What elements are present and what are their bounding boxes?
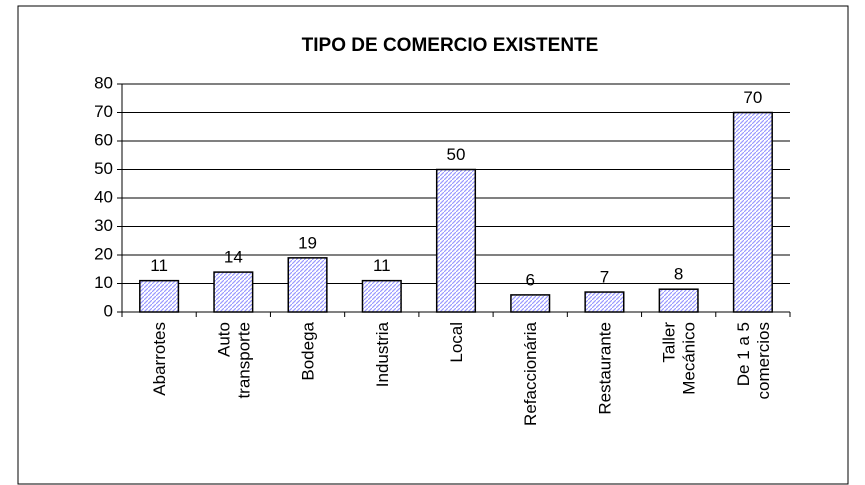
y-tick-label: 80 [94, 73, 113, 92]
bar [732, 111, 773, 313]
y-tick-label: 60 [94, 130, 113, 149]
y-tick-label: 40 [94, 187, 113, 206]
y-tick-label: 50 [94, 159, 113, 178]
x-tick-label: TallerMecánico [660, 322, 699, 395]
bar [287, 257, 328, 313]
bar [213, 271, 254, 313]
bar [361, 279, 402, 313]
value-label: 11 [150, 256, 168, 275]
y-tick-label: 10 [94, 273, 113, 292]
x-tick-label: De 1 a 5comercios [734, 322, 773, 399]
value-label: 14 [224, 248, 243, 267]
y-tick-label: 30 [94, 216, 113, 235]
bar [584, 291, 625, 313]
bar [510, 294, 551, 313]
y-tick-label: 20 [94, 244, 113, 263]
x-tick-label: Abarrotes [150, 322, 169, 396]
x-tick-label: Refaccionária [521, 321, 540, 425]
y-tick-label: 0 [104, 301, 113, 320]
x-tick-label: Industria [373, 321, 392, 387]
y-tick-label: 70 [94, 102, 113, 121]
chart-border [17, 5, 849, 485]
bar [435, 168, 477, 313]
x-tick-label: Autotransporte [214, 322, 253, 399]
value-label: 7 [600, 268, 609, 287]
value-label: 6 [525, 270, 534, 289]
bar [139, 279, 180, 313]
x-tick-label: Restaurante [595, 322, 614, 415]
bar [658, 288, 699, 313]
x-tick-label: Local [447, 322, 466, 363]
chart-title: TIPO DE COMERCIO EXISTENTE [302, 35, 599, 56]
value-label: 8 [674, 265, 683, 284]
value-label: 19 [298, 233, 317, 252]
value-label: 50 [447, 145, 466, 164]
value-label: 70 [743, 88, 762, 107]
value-label: 11 [373, 256, 391, 275]
x-tick-label: Bodega [299, 321, 318, 380]
